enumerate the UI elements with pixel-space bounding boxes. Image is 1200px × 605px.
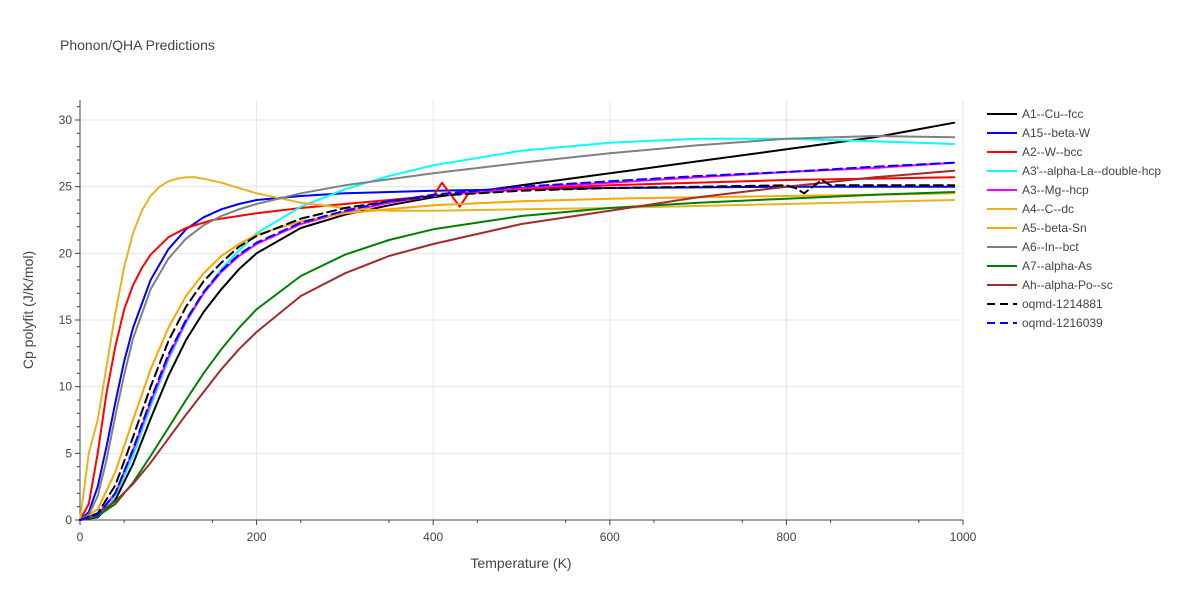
series-line-4: [79, 161, 956, 521]
y-axis-title: Cp polyfit (J/K/mol): [20, 251, 36, 369]
x-tick-label: 200: [247, 530, 267, 544]
legend-label: oqmd-1216039: [1022, 316, 1103, 330]
x-tick-label: 600: [600, 530, 620, 544]
series-line-2: [79, 176, 956, 521]
series-layer: [79, 121, 956, 521]
x-tick-label: 0: [77, 530, 84, 544]
y-tick-label: 30: [59, 113, 73, 127]
legend-item[interactable]: A15--beta-W: [987, 126, 1091, 140]
y-tick-label: 20: [59, 246, 73, 260]
legend-item[interactable]: A6--In--bct: [987, 240, 1079, 254]
y-tick-label: 10: [59, 380, 73, 394]
series-line-6: [79, 192, 956, 521]
legend-item[interactable]: A2--W--bcc: [987, 145, 1082, 159]
series-line-1: [79, 185, 956, 521]
legend-label: A4--C--dc: [1022, 202, 1074, 216]
x-tick-label: 800: [776, 530, 796, 544]
series-line-3: [79, 137, 956, 521]
legend-label: A6--In--bct: [1022, 240, 1079, 254]
legend-label: A5--beta-Sn: [1022, 221, 1087, 235]
legend-item[interactable]: Ah--alpha-Po--sc: [987, 278, 1113, 292]
legend-label: A1--Cu--fcc: [1022, 107, 1083, 121]
legend[interactable]: A1--Cu--fcc A15--beta-W A2--W--bcc A3'--alp…: [987, 107, 1161, 330]
legend-label: Ah--alpha-Po--sc: [1022, 278, 1113, 292]
legend-item[interactable]: A5--beta-Sn: [987, 221, 1087, 235]
series-line-11: [79, 161, 956, 521]
y-tick-label: 25: [59, 180, 73, 194]
chart-title: Phonon/QHA Predictions: [60, 37, 215, 53]
legend-item[interactable]: oqmd-1216039: [987, 316, 1103, 330]
series-line-10: [79, 179, 956, 521]
x-axis-title: Temperature (K): [470, 555, 571, 571]
legend-item[interactable]: A4--C--dc: [987, 202, 1074, 216]
legend-item[interactable]: A7--alpha-As: [987, 259, 1092, 273]
y-tick-label: 5: [65, 446, 72, 460]
series-line-9: [79, 169, 956, 521]
series-line-5: [79, 176, 956, 521]
y-tick-label: 0: [65, 513, 72, 527]
legend-label: A15--beta-W: [1022, 126, 1091, 140]
series-line-0: [79, 121, 956, 521]
tick-layer: 0 200 400 600 800 1000 0 5 10 15 20 25 30: [59, 106, 977, 544]
x-tick-label: 400: [423, 530, 443, 544]
y-tick-label: 15: [59, 313, 73, 327]
legend-label: A3'--alpha-La--double-hcp: [1022, 164, 1161, 178]
series-line-7: [79, 135, 956, 521]
legend-item[interactable]: A1--Cu--fcc: [987, 107, 1083, 121]
x-tick-label: 1000: [950, 530, 977, 544]
legend-label: A7--alpha-As: [1022, 259, 1092, 273]
legend-label: oqmd-1214881: [1022, 297, 1103, 311]
legend-label: A2--W--bcc: [1022, 145, 1082, 159]
legend-label: A3--Mg--hcp: [1022, 183, 1089, 197]
legend-item[interactable]: A3--Mg--hcp: [987, 183, 1089, 197]
legend-item[interactable]: A3'--alpha-La--double-hcp: [987, 164, 1161, 178]
legend-item[interactable]: oqmd-1214881: [987, 297, 1103, 311]
series-line-8: [79, 191, 956, 521]
axes-layer: [79, 100, 963, 521]
